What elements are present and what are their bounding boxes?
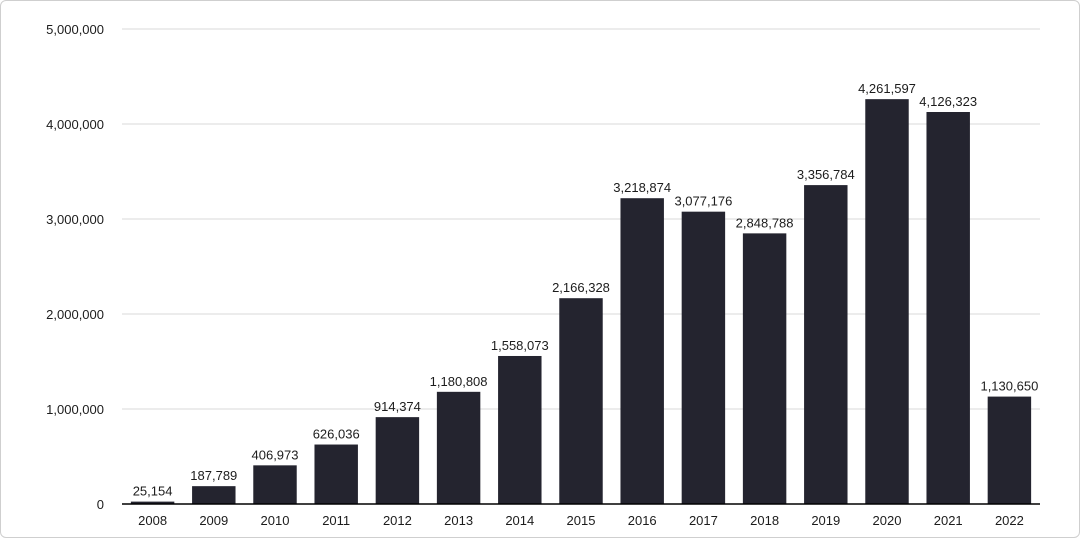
data-label-2013: 1,180,808 xyxy=(430,374,488,389)
x-tick-label: 2014 xyxy=(505,513,534,528)
y-tick-label: 4,000,000 xyxy=(46,117,104,132)
bar-2022 xyxy=(987,396,1032,504)
y-tick-label: 3,000,000 xyxy=(46,212,104,227)
data-label-2020: 4,261,597 xyxy=(858,81,916,96)
data-label-2017: 3,077,176 xyxy=(674,194,732,209)
data-label-2018: 2,848,788 xyxy=(736,215,794,230)
bar-2020 xyxy=(865,99,909,504)
bar-2008 xyxy=(130,501,175,504)
bar-2021 xyxy=(926,111,970,504)
bar-2013 xyxy=(436,391,481,504)
y-axis-ticks: 0 1,000,000 2,000,000 3,000,000 4,000,000 5,0… xyxy=(46,22,104,512)
data-label-2014: 1,558,073 xyxy=(491,338,549,353)
x-tick-label: 2012 xyxy=(383,513,412,528)
data-label-2015: 2,166,328 xyxy=(552,280,610,295)
x-tick-label: 2017 xyxy=(689,513,718,528)
bar-2016 xyxy=(620,198,664,504)
bar-2009 xyxy=(192,486,236,504)
bar-2011 xyxy=(314,444,358,504)
x-tick-label: 2018 xyxy=(750,513,779,528)
y-tick-label: 0 xyxy=(97,497,104,512)
data-label-2011: 626,036 xyxy=(313,427,360,442)
x-tick-label: 2020 xyxy=(873,513,902,528)
data-label-2021: 4,126,323 xyxy=(919,94,977,109)
data-label-2012: 914,374 xyxy=(374,399,421,414)
x-axis-ticks: 2008 2009 2010 2011 2012 2013 2014 2015 2016 2017… xyxy=(138,513,1024,528)
bar-2017 xyxy=(681,211,726,504)
data-label-2008: 25,154 xyxy=(133,484,173,499)
data-label-2010: 406,973 xyxy=(252,447,299,462)
bar-2014 xyxy=(498,355,542,504)
data-label-2009: 187,789 xyxy=(190,468,237,483)
bar-2012 xyxy=(375,417,420,504)
bars xyxy=(130,99,1032,504)
x-tick-label: 2009 xyxy=(199,513,228,528)
x-tick-label: 2011 xyxy=(322,513,350,528)
x-tick-label: 2016 xyxy=(628,513,657,528)
x-tick-label: 2008 xyxy=(138,513,167,528)
x-tick-label: 2013 xyxy=(444,513,473,528)
bar-2010 xyxy=(253,465,297,504)
x-tick-label: 2022 xyxy=(995,513,1024,528)
data-label-2019: 3,356,784 xyxy=(797,167,855,182)
y-tick-label: 5,000,000 xyxy=(46,22,104,37)
x-tick-label: 2021 xyxy=(934,513,963,528)
data-label-2022: 1,130,650 xyxy=(980,379,1038,394)
bar-2019 xyxy=(804,185,848,504)
data-labels: 25,154 187,789 406,973 626,036 914,374 1,180,… xyxy=(133,81,1039,498)
data-label-2016: 3,218,874 xyxy=(613,180,671,195)
y-tick-label: 2,000,000 xyxy=(46,307,104,322)
bar-2018 xyxy=(742,233,787,504)
bar-2015 xyxy=(559,298,603,504)
x-tick-label: 2010 xyxy=(261,513,290,528)
x-tick-label: 2019 xyxy=(811,513,840,528)
y-tick-label: 1,000,000 xyxy=(46,402,104,417)
x-tick-label: 2015 xyxy=(567,513,596,528)
